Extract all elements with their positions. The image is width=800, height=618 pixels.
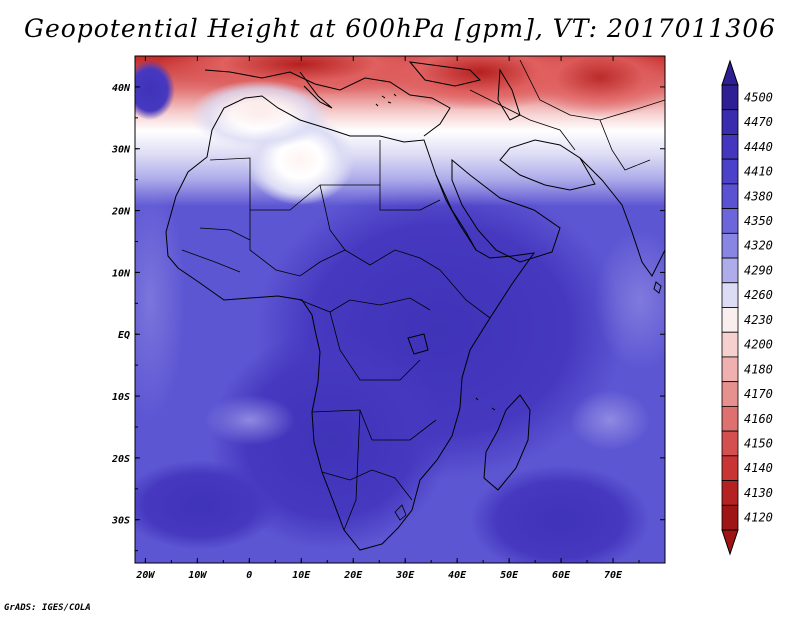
map-frame [134, 55, 666, 564]
colorbar-label: 4380 [744, 189, 773, 203]
colorbar-swatch [721, 232, 739, 259]
lon-tick-label: 20E [343, 570, 363, 581]
colorbar-label: 4160 [744, 412, 773, 426]
lat-tick-label: 30N [111, 145, 131, 156]
colorbar-swatch [721, 158, 739, 185]
colorbar-label: 4120 [744, 511, 773, 525]
colorbar-label: 4230 [744, 313, 773, 327]
lon-tick-label: 50E [500, 570, 519, 581]
colorbar-swatch [721, 282, 739, 308]
colorbar-label: 4150 [744, 436, 773, 450]
lon-tick-label: 40E [448, 570, 467, 581]
lon-tick-label: 20W [135, 570, 155, 581]
colorbar-label: 4320 [744, 239, 773, 253]
lat-tick-label: 10S [112, 392, 130, 403]
colorbar-swatch [721, 381, 739, 407]
lon-tick-label: 70E [604, 570, 623, 581]
longitude-axis: 20W 10W 0 10E 20E 30E 40E 50E 60E 70E [135, 56, 666, 581]
lat-tick-label: 40N [112, 83, 131, 94]
colorbar-swatch [721, 257, 739, 284]
colorbar-swatch [721, 480, 739, 506]
colorbar-label: 4170 [744, 387, 773, 401]
colorbar-swatch [721, 405, 739, 432]
colorbar-label: 4350 [744, 214, 773, 228]
colorbar-label: 4200 [744, 338, 773, 352]
lat-tick-label: 20S [111, 454, 130, 465]
chart-title: Geopotential Height at 600hPa [gpm], VT:… [23, 14, 777, 43]
lat-tick-label: 10N [112, 268, 131, 279]
colorbar-swatch [721, 134, 739, 160]
colorbar-label: 4440 [744, 140, 773, 154]
colorbar-swatch [721, 109, 739, 135]
colorbar-label: 4140 [744, 461, 773, 475]
lon-tick-label: 0 [246, 570, 252, 581]
colorbar-top-arrow [721, 59, 739, 86]
lon-tick-label: 30E [395, 570, 415, 581]
colorbar-label: 4180 [744, 362, 773, 376]
country-borders [181, 59, 665, 531]
lat-tick-label: 20N [111, 207, 131, 218]
coastlines [165, 61, 665, 551]
lat-tick-label: EQ [118, 330, 130, 341]
colorbar-bottom-arrow [721, 529, 739, 556]
lon-tick-label: 60E [552, 570, 571, 581]
colorbar-swatch [721, 455, 739, 481]
colorbar-label: 4290 [744, 263, 773, 277]
colorbar-swatch [721, 356, 739, 383]
lon-tick-label: 10E [292, 570, 311, 581]
colorbar-swatch [721, 208, 739, 234]
colorbar-swatch [721, 331, 739, 358]
colorbar-swatch [721, 430, 739, 457]
height-field [135, 56, 665, 563]
colorbar-swatch [721, 504, 739, 531]
colorbar: 4500 4470 4440 4410 4380 4350 4320 4290 4260 4230… [721, 59, 773, 556]
lat-tick-label: 30S [111, 516, 130, 527]
colorbar-swatch [721, 307, 739, 333]
colorbar-swatch [721, 183, 739, 210]
colorbar-label: 4470 [744, 115, 773, 129]
footer-credit: GrADS: IGES/COLA [4, 603, 91, 613]
colorbar-label: 4130 [744, 486, 773, 500]
lon-tick-label: 10W [188, 570, 207, 581]
colorbar-swatch [721, 84, 739, 111]
latitude-axis: 40N 30N 20N 10N EQ 10S 20S 30S [111, 55, 665, 552]
colorbar-label: 4500 [744, 90, 773, 104]
colorbar-label: 4410 [744, 165, 773, 179]
colorbar-label: 4260 [744, 288, 773, 302]
